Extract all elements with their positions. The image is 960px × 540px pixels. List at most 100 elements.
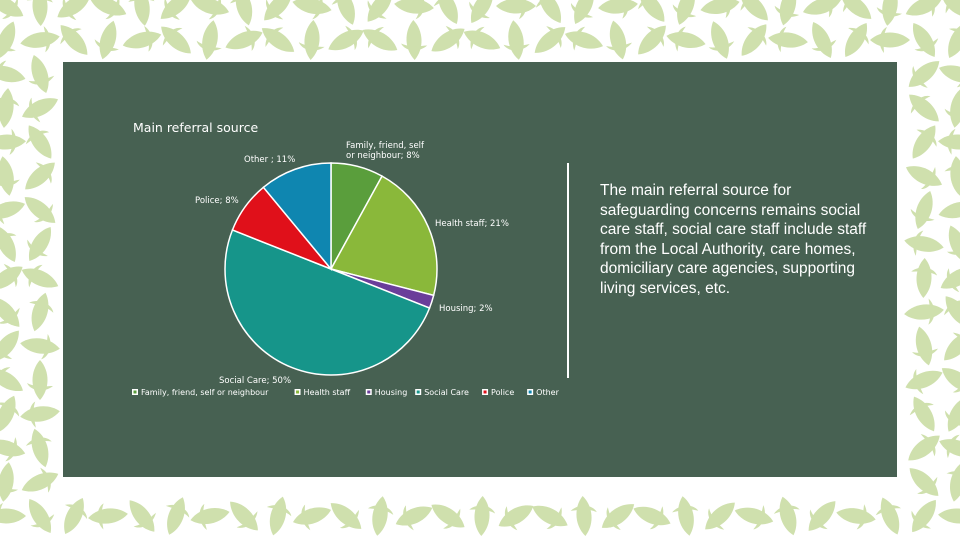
leaf-shape [532, 505, 568, 529]
leaf-shape [940, 267, 960, 293]
leaf-shape [25, 125, 52, 159]
leaf-shape [264, 0, 292, 21]
leaf-shape [328, 25, 364, 51]
leaf-shape [944, 88, 960, 128]
leaf-shape [57, 0, 91, 21]
leaf-shape [161, 26, 191, 54]
leaf-shape [905, 369, 943, 395]
leaf-shape [904, 230, 944, 256]
leaf-shape [774, 0, 800, 26]
data-label-police: Police; 8% [195, 196, 239, 206]
summary-text: The main referral source for safeguardin… [600, 182, 867, 297]
leaf-shape [912, 125, 937, 159]
leaf-shape [89, 0, 127, 20]
leaf-shape [938, 63, 960, 88]
leaf-shape [802, 0, 842, 18]
leaf-shape [700, 0, 740, 19]
leaf-shape [463, 26, 501, 50]
leaf-shape [20, 333, 60, 360]
leaf-shape [24, 197, 56, 223]
data-label-social-care: Social Care; 50% [219, 376, 291, 386]
leaf-shape [638, 0, 665, 22]
leaf-shape [190, 0, 230, 20]
leaf-shape [705, 502, 735, 530]
leaf-shape [811, 22, 837, 58]
leaf-shape [367, 0, 393, 22]
leaf-shape [469, 496, 496, 536]
leaf-shape [395, 505, 433, 531]
leaf-shape [0, 503, 26, 529]
leaf-shape [27, 360, 53, 400]
leaf-shape [570, 496, 597, 536]
leaf-shape [840, 0, 872, 19]
leaf-shape [941, 368, 960, 393]
leaf-shape [908, 434, 940, 461]
leaf-shape [912, 326, 939, 366]
leaf-shape [60, 25, 88, 55]
legend-item: Police [482, 388, 514, 397]
legend-item: Health staff [294, 388, 351, 397]
leaf-shape [129, 500, 156, 532]
leaf-shape [938, 508, 960, 524]
leaf-shape [944, 156, 960, 196]
leaf-shape [431, 504, 465, 529]
leaf-shape [160, 0, 192, 20]
leaf-shape [196, 20, 222, 60]
pie-slice-other [262, 162, 332, 272]
leaf-shape [768, 26, 808, 53]
leaf-shape [808, 501, 836, 531]
leaf-shape [947, 225, 960, 263]
chart-title: Main referral source [133, 120, 258, 135]
leaf-shape [25, 162, 55, 190]
leaf-shape [911, 258, 938, 298]
legend-item: Other [527, 388, 560, 397]
data-label-health-staff: Health staff; 21% [435, 219, 509, 229]
leaf-shape [598, 0, 638, 19]
leaf-shape [394, 0, 434, 20]
leaf-shape [496, 0, 536, 19]
legend-label: Family, friend, self or neighbour [141, 388, 269, 397]
leaf-shape [401, 20, 428, 60]
legend-item: Housing [365, 388, 407, 397]
leaf-shape [292, 0, 332, 20]
leaf-shape [498, 505, 534, 531]
leaf-shape [21, 264, 59, 288]
leaf-shape [0, 462, 19, 502]
leaf-shape [0, 226, 17, 262]
leaf-shape [564, 26, 604, 51]
leaf-shape [0, 395, 20, 433]
leaf-shape [29, 292, 54, 332]
leaf-shape [570, 0, 594, 24]
leaf-shape [22, 97, 58, 123]
leaf-shape [938, 201, 960, 219]
leaf-shape [367, 496, 394, 536]
leaf-shape [606, 20, 633, 60]
leaf-shape [0, 297, 20, 327]
legend-item: Social Care [415, 388, 469, 397]
leaf-shape [944, 331, 960, 361]
leaf-shape [266, 496, 292, 536]
leaf-shape [909, 94, 939, 122]
leaf-shape [904, 298, 944, 325]
leaf-shape [708, 21, 735, 59]
leaf-shape [0, 198, 26, 225]
data-label-other: Other ; 11% [244, 155, 295, 165]
leaf-shape [773, 496, 800, 536]
leaf-shape [0, 263, 23, 290]
leaf-shape [910, 190, 935, 230]
leaf-shape [912, 23, 939, 57]
leaf-shape [20, 26, 60, 53]
legend-label: Health staff [304, 388, 351, 397]
data-label-family-friend-self-or-neighbour: Family, friend, self or neighbour; 8% [346, 141, 425, 161]
leaf-shape [25, 428, 52, 468]
leaf-shape [875, 497, 901, 535]
leaf-shape [21, 467, 59, 493]
leaf-shape [0, 330, 19, 362]
pie-slice-health-staff [329, 175, 438, 297]
leaf-shape [876, 0, 903, 26]
leaf-shape [905, 0, 943, 17]
leaf-shape [0, 88, 20, 128]
leaf-shape [941, 0, 960, 18]
leaf-shape [672, 0, 697, 25]
